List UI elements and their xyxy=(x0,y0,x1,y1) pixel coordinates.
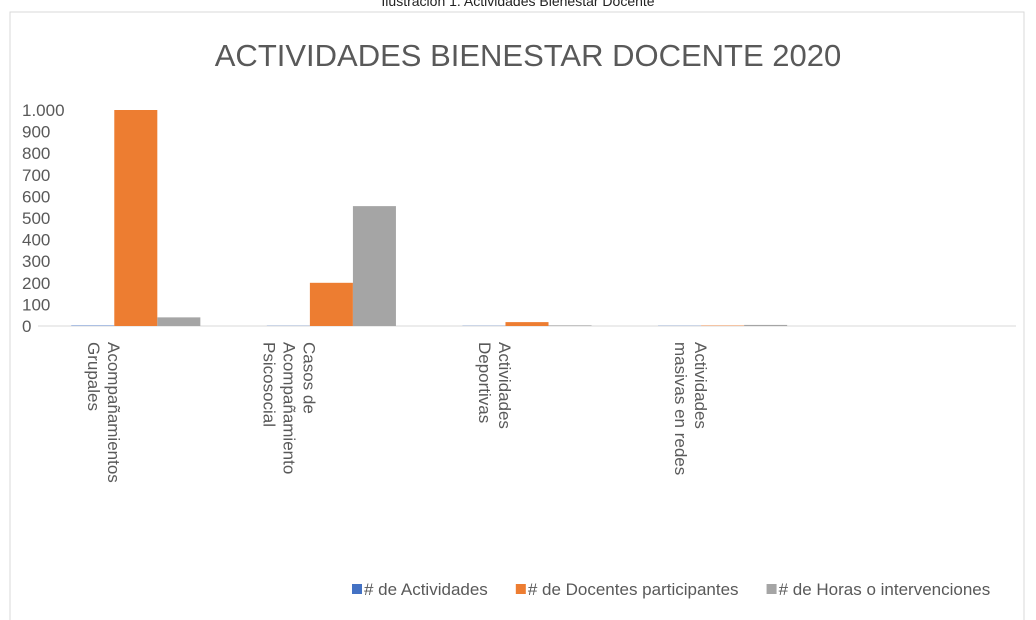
caption: Ilustración 1. Actividades Bienestar Doc… xyxy=(381,0,654,9)
bar xyxy=(157,317,201,326)
x-tick-label: ActividadesDeportivas xyxy=(475,342,514,429)
legend-label: # de Actividades xyxy=(364,580,488,599)
bar xyxy=(505,322,549,326)
x-tick-label: Actividadesmasivas en redes xyxy=(671,342,710,475)
bar xyxy=(309,282,353,326)
y-tick-label: 800 xyxy=(22,144,50,163)
label-line: Actividades xyxy=(495,342,514,429)
legend-swatch xyxy=(766,584,777,594)
label-line: Acompañamientos xyxy=(104,342,123,483)
y-tick-label: 600 xyxy=(22,187,50,206)
legend-label: # de Docentes participantes xyxy=(528,580,739,599)
label-line: Acompañamiento xyxy=(280,342,299,474)
chart-title: ACTIVIDADES BIENESTAR DOCENTE 2020 xyxy=(215,38,841,73)
label-line: Casos de xyxy=(300,342,319,414)
y-tick-label: 700 xyxy=(22,166,50,185)
chart-frame xyxy=(9,11,1025,620)
bar xyxy=(548,325,592,326)
legend-swatch xyxy=(352,584,362,594)
x-tick-label: Casos deAcompañamientoPsicosocial xyxy=(260,342,319,474)
label-line: Psicosocial xyxy=(260,342,279,427)
bar xyxy=(114,110,158,326)
label-line: Deportivas xyxy=(475,342,494,423)
y-tick-label: 1.000 xyxy=(22,101,65,120)
y-tick-label: 100 xyxy=(22,295,50,314)
y-tick-label: 500 xyxy=(22,209,50,228)
x-tick-label: AcompañamientosGrupales xyxy=(84,342,123,483)
y-tick-label: 900 xyxy=(22,123,50,142)
legend-swatch xyxy=(515,584,526,594)
label-line: masivas en redes xyxy=(671,342,690,475)
bar xyxy=(352,206,396,326)
legend-label: # de Horas o intervenciones xyxy=(779,580,991,599)
bar xyxy=(744,324,788,326)
label-line: Grupales xyxy=(84,342,103,411)
y-tick-label: 200 xyxy=(22,274,50,293)
y-tick-label: 0 xyxy=(22,317,31,336)
label-line: Actividades xyxy=(691,342,710,429)
y-tick-label: 300 xyxy=(22,252,50,271)
y-tick-label: 400 xyxy=(22,231,50,250)
